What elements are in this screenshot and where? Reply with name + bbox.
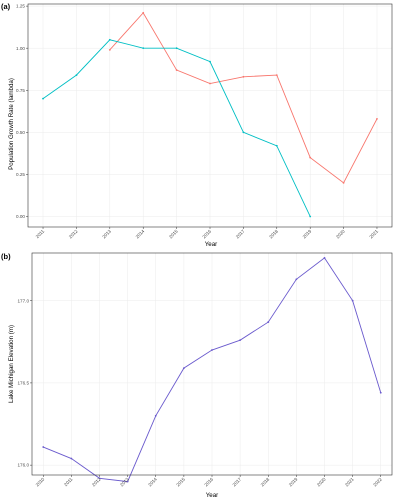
panel-b-x-tick-label: 2020	[316, 476, 327, 487]
panel-b-y-tick-label: 176.0	[18, 463, 30, 468]
panel-b-series-1-point	[239, 339, 242, 342]
panel-b-x-tick-label: 2015	[175, 476, 186, 487]
panel-b-series-1-point	[182, 367, 185, 370]
panel-a-x-tick-label: 2017	[235, 228, 246, 239]
panel-a-x-axis-title: Year	[205, 241, 218, 248]
panel-a-series-1-point	[142, 11, 145, 14]
panel-a-series-2-point	[309, 215, 312, 218]
panel-a-series-2-point	[75, 74, 78, 77]
panel-a-gridlines	[28, 4, 392, 227]
panel-b-gridlines	[32, 253, 392, 475]
panel-a-label: (a)	[1, 2, 11, 11]
panel-a-series-1-point	[209, 82, 211, 85]
panel-a-series-2-point	[275, 144, 278, 147]
panel-b-chart: (b) Lake Michigan Elevation (m) Year 176…	[1, 252, 393, 499]
panel-a-x-tick-label: 2012	[68, 228, 79, 239]
panel-a-series-2-point	[142, 47, 145, 50]
panel-b-series-1-point	[295, 278, 298, 281]
panel-b-series-1-point	[351, 299, 354, 302]
panel-b-series	[42, 257, 382, 483]
panel-b-x-tick-label: 2012	[91, 476, 102, 487]
panel-a-y-tick-label: 1.25	[16, 4, 25, 9]
panel-b-y-tick-label: 176.5	[18, 381, 30, 386]
panel-a-x-tick-label: 2014	[135, 228, 146, 239]
panel-b-x-tick-label: 2022	[372, 476, 383, 487]
panel-b-series-1-point	[323, 257, 326, 259]
panel-a-series-1-point	[342, 181, 345, 184]
panel-a-series-2-point	[42, 97, 44, 100]
panel-b-series-1-point	[126, 480, 129, 483]
panel-a-x-tick-label: 2016	[201, 228, 212, 239]
panel-a-series-1-point	[309, 156, 312, 159]
panel-b-x-tick-label: 2018	[260, 476, 271, 487]
panel-a-x-tick-label: 2021	[368, 228, 379, 239]
panel-a-y-tick-label: 0.00	[16, 214, 25, 219]
panel-a-y-tick-label: 0.25	[16, 172, 25, 177]
panel-a-x-tick-label: 2011	[35, 228, 46, 239]
panel-b-x-tick-label: 2014	[147, 476, 158, 487]
panel-b-series-1-point	[98, 477, 101, 480]
panel-b-x-tick-label: 2016	[203, 476, 214, 487]
panel-b-x-tick-label: 2017	[232, 476, 243, 487]
panel-a-chart: (a) Population Growth Rate (lambda) Year…	[1, 2, 393, 248]
panel-b-y-tick-label: 177.0	[18, 298, 30, 303]
panel-a-series-2-point	[242, 131, 245, 134]
panel-b-label: (b)	[1, 252, 11, 261]
panel-a-y-axis-title: Population Growth Rate (lambda)	[8, 78, 15, 170]
panel-b-series-1-point	[379, 391, 382, 394]
panel-a-x-tick-label: 2013	[101, 228, 112, 239]
panel-b-x-tick-label: 2013	[119, 476, 130, 487]
panel-b-series-1-point	[70, 457, 73, 460]
panel-a-y-tick-label: 0.50	[16, 130, 25, 135]
panel-b-series-1-point	[211, 349, 213, 351]
panel-b-y-axis-title: Lake Michigan Elevation (m)	[8, 325, 15, 403]
panel-b-plot-frame	[31, 252, 393, 476]
panel-a-ticks: 0.00 0.25 0.50 0.75 1.00 1.25 2011 2012 2013 2014…	[16, 4, 379, 240]
panel-a-x-tick-label: 2019	[302, 228, 313, 239]
panel-a-y-tick-label: 0.75	[16, 88, 25, 93]
panel-a-series-1-point	[275, 74, 278, 77]
panel-b-ticks: 176.0 176.5 177.0 2010 2011 2012 2013 2014 2015 2…	[18, 298, 384, 487]
panel-a-x-tick-label: 2018	[268, 228, 279, 239]
panel-a-series-1-point	[108, 48, 111, 51]
panel-a-x-tick-label: 2020	[335, 228, 346, 239]
panel-a-plot-frame	[27, 3, 393, 228]
panel-a-x-tick-label: 2015	[168, 228, 179, 239]
panel-a-series-1-point	[175, 69, 178, 71]
panel-a-y-tick-label: 1.00	[16, 46, 25, 51]
panel-a-series	[42, 11, 378, 218]
panel-b-x-tick-label: 2011	[63, 476, 74, 487]
panel-a-series-1-point	[376, 117, 378, 120]
panel-a-series-2-point	[175, 47, 178, 50]
panel-b-x-tick-label: 2010	[35, 476, 46, 487]
panel-a-series-1-point	[242, 75, 245, 78]
panel-b-series-1-point	[267, 321, 270, 323]
panel-b-x-tick-label: 2019	[288, 476, 299, 487]
panel-b-series-1-point	[42, 446, 45, 448]
panel-a-series-2-point	[108, 38, 111, 41]
panel-b-series-1-point	[154, 414, 157, 417]
panel-b-x-axis-title: Year	[206, 492, 219, 499]
panel-b-x-tick-label: 2021	[344, 476, 355, 487]
panel-a-series-2-point	[209, 60, 211, 63]
